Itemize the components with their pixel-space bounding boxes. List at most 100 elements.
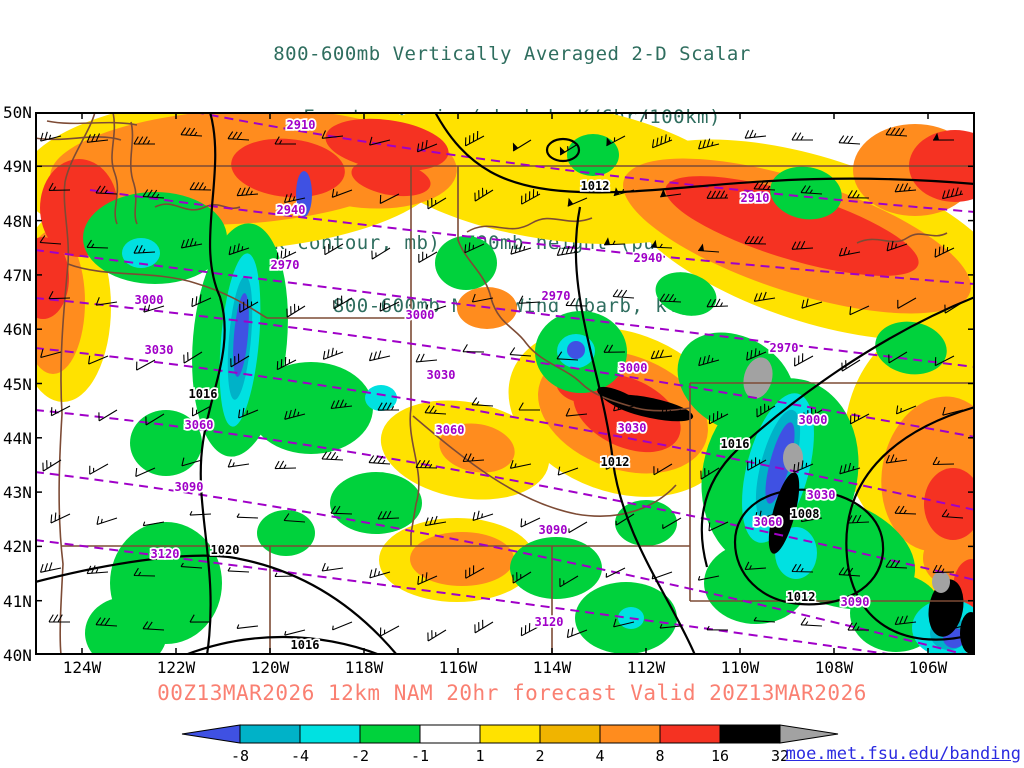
- mslp-contour: [845, 405, 975, 641]
- wind-barb: [556, 245, 579, 256]
- wind-barb: [885, 454, 908, 464]
- contour-label: 3060: [185, 418, 214, 432]
- wind-barb: [888, 351, 908, 364]
- contour-label: 1016: [189, 387, 218, 401]
- wind-barb: [794, 353, 814, 367]
- lat-label: 41N: [3, 591, 32, 611]
- credit-link[interactable]: moe.met.fsu.edu/banding: [785, 744, 1021, 764]
- wind-barb: [744, 235, 767, 245]
- wind-barb: [227, 458, 250, 468]
- wind-barb: [50, 405, 71, 417]
- wind-barb: [838, 135, 861, 145]
- mslp-contour: [574, 206, 697, 655]
- height-contour: [194, 112, 975, 213]
- wind-barb: [418, 251, 438, 263]
- state-borders: [35, 112, 975, 655]
- wind-barb: [753, 616, 776, 623]
- wind-barb: [95, 617, 118, 627]
- missouri-river: [466, 217, 593, 233]
- wind-barb: [885, 127, 908, 137]
- wind-barb: [321, 562, 344, 572]
- bc-coast-2: [46, 120, 138, 126]
- colorbar-segment: [359, 724, 421, 744]
- wind-barb: [847, 514, 870, 524]
- lon-label: 110W: [720, 658, 760, 677]
- colorbar-tick-label: 4: [595, 747, 604, 765]
- lon-label: 118W: [344, 658, 384, 677]
- weather-map: 2910 2910 2940 2940 2970 2970 2970 3000 3000 3000…: [35, 112, 975, 655]
- wind-barb: [86, 565, 109, 575]
- lat-label: 47N: [3, 265, 32, 285]
- wind-barb: [708, 521, 729, 532]
- lon-label: 112W: [626, 658, 666, 677]
- wind-barb: [189, 614, 212, 623]
- wind-barb: [86, 239, 109, 249]
- wind-barb: [894, 505, 917, 515]
- forecast-caption: 00Z13MAR2026 12km NAM 20hr forecast Vali…: [157, 681, 867, 705]
- shading-blob: [567, 341, 585, 359]
- wind-barb: [706, 298, 729, 308]
- lat-label: 45N: [3, 374, 32, 394]
- wind-barb: [521, 189, 541, 205]
- contour-label: 3120: [151, 547, 180, 561]
- wind-barb: [462, 344, 485, 353]
- wind-barb: [274, 572, 297, 578]
- wind-barb: [653, 463, 673, 476]
- wind-barb: [143, 302, 165, 313]
- wind-barb: [754, 510, 776, 521]
- contour-label: 3000: [406, 308, 435, 322]
- wind-barb: [894, 183, 917, 193]
- wind-barb: [793, 460, 814, 473]
- shading-blob: [655, 272, 717, 316]
- wind-barb: [40, 131, 62, 142]
- wind-barb: [838, 567, 861, 577]
- lon-label: 120W: [250, 658, 290, 677]
- wind-barb: [791, 563, 814, 573]
- wind-barb: [333, 295, 353, 310]
- wind-barb: [651, 571, 673, 580]
- shading-blob: [665, 176, 919, 276]
- contour-label: 3030: [807, 488, 836, 502]
- wind-barb: [753, 291, 776, 302]
- wind-barb: [897, 297, 917, 309]
- wind-barb: [520, 623, 541, 637]
- lat-label: 44N: [3, 428, 32, 448]
- wind-barb: [520, 517, 541, 528]
- wind-barb: [283, 513, 306, 523]
- wind-barb-pennant: [567, 197, 574, 207]
- wind-barb: [191, 294, 212, 308]
- contour-label: 3000: [619, 361, 648, 375]
- contour-labels: 2910 2910 2940 2940 2970 2970 2970 3000 3000 3000…: [133, 116, 871, 654]
- contour-label: 1012: [787, 590, 816, 604]
- contour-label: 3030: [427, 368, 456, 382]
- contour-label: 3090: [539, 523, 568, 537]
- wind-barb: [236, 187, 259, 197]
- wind-barb: [368, 455, 391, 465]
- puget-sound-2: [129, 121, 138, 225]
- lon-label: 108W: [814, 658, 854, 677]
- wind-barb: [180, 238, 203, 249]
- wind-barb: [39, 562, 62, 573]
- wind-barb: [191, 405, 212, 417]
- lat-label: 48N: [3, 211, 32, 231]
- colorbar-tick-label: 1: [475, 747, 484, 765]
- wind-barb: [368, 350, 391, 362]
- title-line-1: 800-600mb Vertically Averaged 2-D Scalar: [273, 43, 751, 65]
- contour-label: 2970: [271, 258, 300, 272]
- colorbar-segment: [419, 724, 481, 744]
- wind-barb: [95, 297, 118, 306]
- wind-barb: [415, 459, 438, 469]
- wind-barb: [379, 625, 400, 637]
- wind-barbs: [39, 127, 964, 642]
- wind-barb: [650, 243, 673, 249]
- shading-blob: [296, 171, 312, 217]
- contour-label: 1012: [601, 455, 630, 469]
- wind-barb: [145, 413, 165, 426]
- wind-barb: [48, 614, 71, 623]
- wind-barb: [321, 451, 344, 461]
- wind-barb: [321, 130, 344, 139]
- lon-label: 106W: [908, 658, 948, 677]
- wind-barb: [801, 298, 823, 309]
- wind-barb: [48, 290, 71, 300]
- shading-blob: [960, 612, 975, 654]
